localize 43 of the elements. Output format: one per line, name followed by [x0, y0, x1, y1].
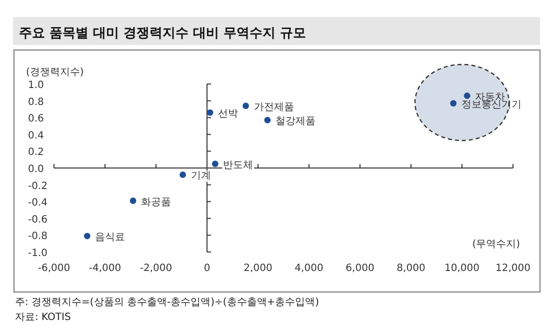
x-tick-label: 2,000	[244, 263, 272, 274]
annotation: 가전제품	[254, 102, 294, 113]
annotation: 정보통신기기	[461, 99, 522, 110]
point	[180, 172, 186, 178]
x-tick-label: -4,000	[88, 263, 122, 274]
x-axis-title: (무역수지)	[472, 239, 520, 250]
annotation: 철강제품	[275, 116, 316, 128]
y-tick-label: 0.4	[28, 130, 44, 142]
x-tick-label: 10,000	[444, 263, 480, 274]
y-axis-title: (경쟁력지수)	[26, 67, 84, 78]
text: 자료: KOTIS	[15, 312, 71, 323]
y-tick-label: 0.6	[28, 114, 44, 125]
annotation: 반도체	[223, 160, 254, 171]
point	[464, 92, 470, 99]
y-tick-label: -1.0	[28, 248, 48, 259]
point	[242, 102, 249, 110]
annotation: 음식료	[95, 232, 126, 244]
x-tick-label: 12,000	[496, 263, 530, 274]
annotation: 기계	[190, 170, 211, 182]
point	[84, 232, 90, 240]
x-tick-label: -6,000	[38, 263, 70, 274]
x-tick-label: 6,000	[346, 263, 374, 274]
y-tick-label: 0.8	[28, 96, 44, 108]
x-tick-label: -2,000	[140, 263, 172, 274]
x-tick-label: 4,000	[294, 263, 324, 274]
point	[212, 160, 218, 167]
y-tick-label: -0.8	[28, 231, 48, 242]
chart-title: 주요 품목별 대미 경쟁력지수 대비 무역수지 규모	[19, 26, 306, 41]
point	[450, 100, 457, 107]
x-tick-label: 0	[204, 263, 210, 274]
annotation: 선박	[218, 108, 238, 120]
point	[206, 109, 214, 116]
x-tick-label: 8,000	[396, 263, 426, 274]
y-tick-label: 0.0	[28, 164, 44, 175]
y-tick-label: 1.0	[28, 80, 44, 91]
y-tick-label: -0.4	[28, 198, 48, 209]
point	[130, 198, 136, 204]
point	[264, 116, 271, 124]
text: 주: 경쟁력지수=(상품의 총수출액-총수입액)÷(총수출액+총수입액)	[15, 297, 320, 308]
y-tick-label: -0.2	[28, 180, 48, 192]
y-tick-label: 0.2	[28, 147, 44, 158]
annotation: 화공품	[141, 196, 172, 208]
y-tick-label: -0.6	[28, 214, 48, 226]
